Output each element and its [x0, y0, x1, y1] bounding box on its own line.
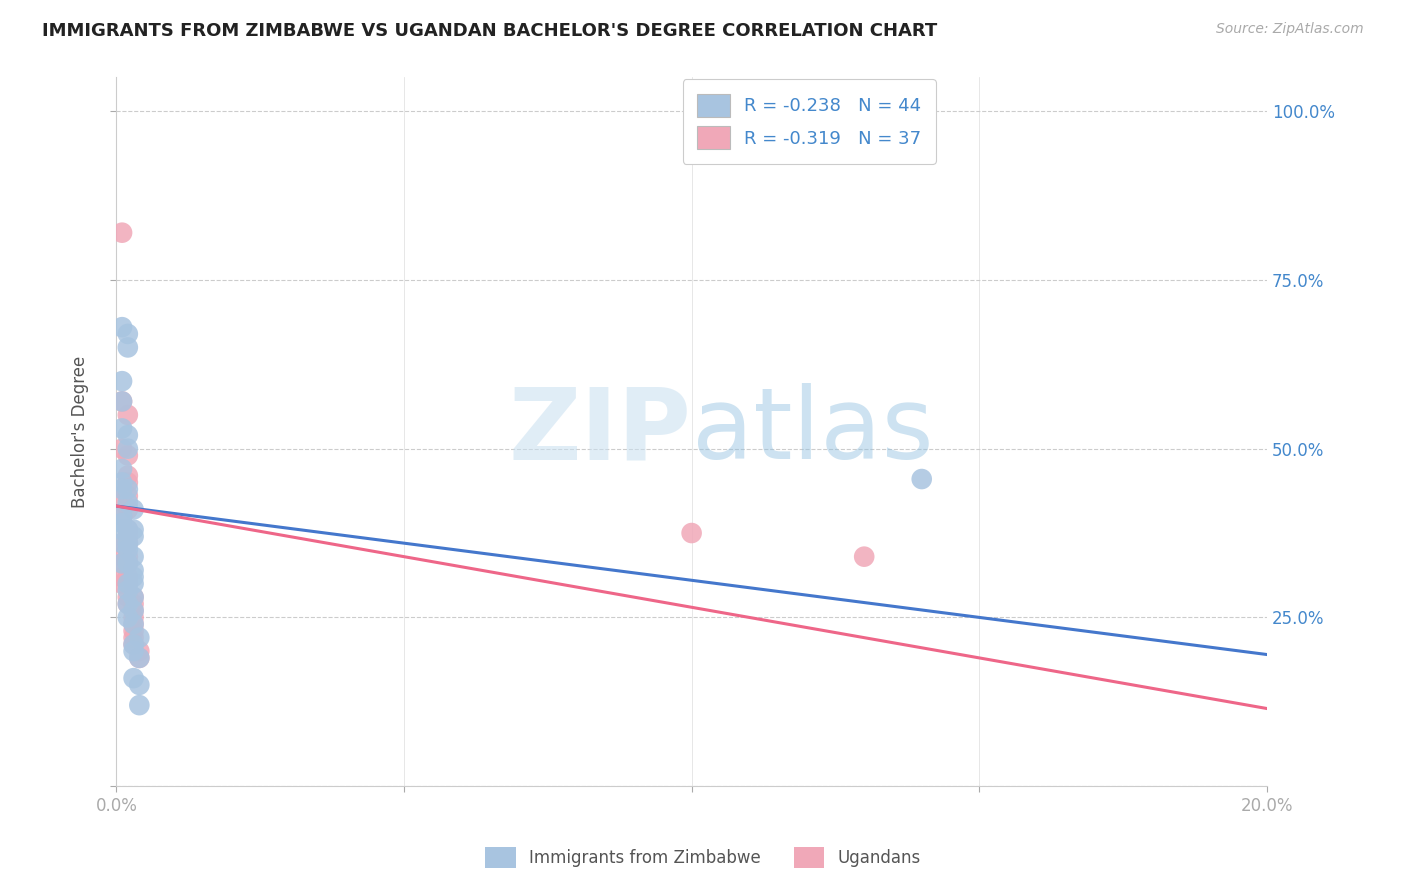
Point	[122, 590, 145, 604]
Point	[117, 468, 139, 483]
Point	[111, 442, 134, 456]
Point	[117, 557, 139, 571]
Point	[122, 617, 145, 632]
Point	[111, 576, 134, 591]
Point	[117, 489, 139, 503]
Point	[122, 597, 145, 611]
Point	[128, 678, 150, 692]
Point	[122, 563, 145, 577]
Y-axis label: Bachelor's Degree: Bachelor's Degree	[72, 356, 89, 508]
Text: ZIP: ZIP	[509, 384, 692, 480]
Point	[111, 557, 134, 571]
Point	[122, 637, 145, 651]
Point	[117, 536, 139, 550]
Point	[122, 610, 145, 624]
Point	[111, 523, 134, 537]
Point	[117, 610, 139, 624]
Point	[111, 536, 134, 550]
Point	[122, 671, 145, 685]
Point	[111, 482, 134, 496]
Point	[111, 570, 134, 584]
Point	[681, 526, 703, 541]
Point	[111, 394, 134, 409]
Point	[122, 624, 145, 638]
Point	[122, 617, 145, 632]
Point	[111, 394, 134, 409]
Point	[111, 536, 134, 550]
Point	[111, 226, 134, 240]
Point	[117, 523, 139, 537]
Point	[117, 502, 139, 516]
Point	[111, 549, 134, 564]
Point	[111, 509, 134, 524]
Point	[111, 421, 134, 435]
Point	[122, 529, 145, 543]
Point	[117, 549, 139, 564]
Point	[911, 472, 934, 486]
Point	[122, 576, 145, 591]
Point	[128, 651, 150, 665]
Point	[117, 576, 139, 591]
Point	[117, 557, 139, 571]
Point	[117, 529, 139, 543]
Point	[117, 428, 139, 442]
Point	[128, 651, 150, 665]
Point	[117, 449, 139, 463]
Legend: R = -0.238   N = 44, R = -0.319   N = 37: R = -0.238 N = 44, R = -0.319 N = 37	[683, 79, 936, 164]
Point	[117, 542, 139, 557]
Point	[117, 475, 139, 490]
Point	[128, 698, 150, 713]
Point	[117, 482, 139, 496]
Point	[117, 583, 139, 598]
Point	[117, 442, 139, 456]
Point	[117, 597, 139, 611]
Point	[111, 320, 134, 334]
Point	[117, 523, 139, 537]
Text: IMMIGRANTS FROM ZIMBABWE VS UGANDAN BACHELOR'S DEGREE CORRELATION CHART: IMMIGRANTS FROM ZIMBABWE VS UGANDAN BACH…	[42, 22, 938, 40]
Point	[111, 374, 134, 388]
Point	[117, 496, 139, 510]
Point	[853, 549, 876, 564]
Point	[128, 631, 150, 645]
Point	[117, 576, 139, 591]
Point	[111, 475, 134, 490]
Point	[122, 604, 145, 618]
Point	[122, 502, 145, 516]
Point	[111, 509, 134, 524]
Point	[117, 597, 139, 611]
Point	[128, 644, 150, 658]
Text: Source: ZipAtlas.com: Source: ZipAtlas.com	[1216, 22, 1364, 37]
Point	[117, 590, 139, 604]
Text: atlas: atlas	[692, 384, 934, 480]
Point	[122, 590, 145, 604]
Point	[111, 516, 134, 530]
Point	[117, 326, 139, 341]
Point	[111, 489, 134, 503]
Point	[111, 462, 134, 476]
Point	[117, 340, 139, 354]
Point	[117, 536, 139, 550]
Point	[122, 523, 145, 537]
Point	[122, 570, 145, 584]
Legend: Immigrants from Zimbabwe, Ugandans: Immigrants from Zimbabwe, Ugandans	[479, 840, 927, 875]
Point	[122, 644, 145, 658]
Point	[122, 604, 145, 618]
Point	[117, 570, 139, 584]
Point	[122, 637, 145, 651]
Point	[117, 408, 139, 422]
Point	[111, 557, 134, 571]
Point	[122, 631, 145, 645]
Point	[122, 549, 145, 564]
